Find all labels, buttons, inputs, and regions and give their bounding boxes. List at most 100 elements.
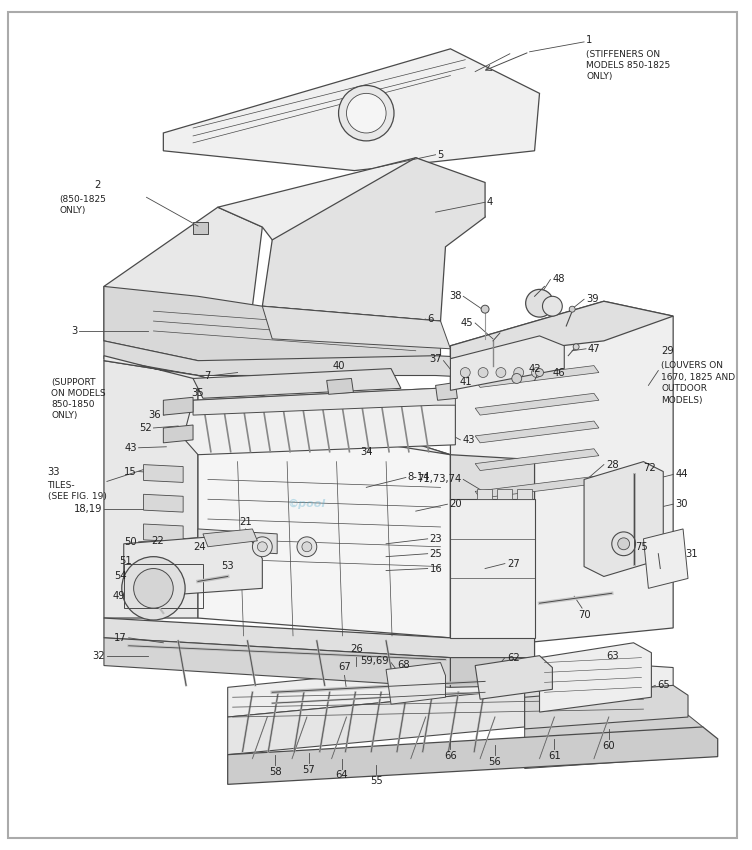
Polygon shape [144, 495, 183, 512]
Text: 26: 26 [350, 643, 362, 654]
Polygon shape [193, 388, 456, 415]
Polygon shape [104, 355, 450, 455]
Text: 36: 36 [149, 410, 162, 420]
Text: ONLY): ONLY) [59, 207, 86, 215]
Text: 43: 43 [124, 443, 137, 453]
Text: 43: 43 [462, 435, 475, 445]
Polygon shape [104, 638, 450, 688]
Bar [497, 490, 512, 499]
Circle shape [612, 532, 635, 556]
Polygon shape [386, 663, 445, 704]
Circle shape [122, 557, 185, 620]
Text: 47: 47 [588, 343, 601, 354]
Polygon shape [435, 382, 457, 400]
Text: 38: 38 [449, 292, 461, 301]
Text: 33: 33 [47, 467, 60, 477]
Polygon shape [450, 499, 535, 638]
Polygon shape [525, 689, 673, 735]
Polygon shape [193, 369, 401, 399]
Text: (SUPPORT: (SUPPORT [51, 378, 96, 388]
Polygon shape [539, 643, 651, 712]
Polygon shape [218, 158, 485, 240]
Text: ONLY): ONLY) [586, 71, 612, 81]
Circle shape [532, 367, 541, 377]
Text: 15: 15 [124, 467, 137, 477]
Text: 48: 48 [553, 275, 565, 285]
Text: 70: 70 [578, 610, 590, 620]
Text: 34: 34 [360, 447, 372, 456]
Circle shape [514, 367, 523, 377]
Text: 46: 46 [553, 367, 565, 377]
Polygon shape [475, 366, 599, 388]
Polygon shape [228, 727, 717, 785]
Polygon shape [144, 524, 183, 541]
Polygon shape [525, 685, 688, 729]
Text: 16: 16 [429, 564, 442, 574]
Circle shape [347, 94, 386, 133]
Polygon shape [475, 449, 599, 471]
Polygon shape [104, 207, 262, 351]
Circle shape [253, 537, 272, 557]
Circle shape [338, 86, 394, 141]
Text: 59,69: 59,69 [360, 655, 389, 666]
Text: MODELS): MODELS) [661, 396, 703, 405]
Circle shape [617, 538, 629, 550]
Text: 27: 27 [507, 558, 520, 569]
Text: (STIFFENERS ON: (STIFFENERS ON [586, 50, 660, 59]
Text: 61: 61 [548, 751, 561, 761]
Text: 49: 49 [112, 592, 125, 601]
Text: 45: 45 [460, 318, 473, 328]
Text: ©pool: ©pool [288, 499, 326, 509]
Text: 53: 53 [221, 560, 234, 570]
Text: 41: 41 [459, 377, 472, 388]
Text: 850-1850: 850-1850 [51, 400, 95, 409]
Polygon shape [228, 689, 525, 755]
Text: (SEE FIG. 19): (SEE FIG. 19) [47, 492, 106, 502]
Bar [478, 490, 492, 499]
Circle shape [297, 537, 317, 557]
Polygon shape [475, 477, 599, 498]
Text: 4: 4 [487, 197, 493, 207]
Text: 54: 54 [114, 571, 127, 581]
Text: 52: 52 [138, 423, 151, 433]
Text: (LOUVERS ON: (LOUVERS ON [661, 360, 723, 370]
Circle shape [526, 289, 553, 317]
Text: 17: 17 [114, 633, 127, 643]
Polygon shape [450, 455, 535, 638]
Text: 32: 32 [92, 650, 105, 660]
Polygon shape [475, 394, 599, 415]
Polygon shape [198, 529, 277, 553]
Polygon shape [104, 618, 535, 658]
Circle shape [302, 541, 312, 552]
Polygon shape [475, 421, 599, 443]
Circle shape [569, 306, 575, 312]
Bar [124, 564, 203, 608]
Circle shape [496, 367, 506, 377]
Polygon shape [104, 360, 198, 618]
Polygon shape [450, 658, 535, 688]
Text: 1670, 1825 AND: 1670, 1825 AND [661, 372, 735, 382]
Text: 28: 28 [606, 460, 618, 469]
Text: 3: 3 [71, 326, 77, 336]
Text: OUTDOOR: OUTDOOR [661, 384, 708, 394]
Text: 40: 40 [332, 360, 345, 371]
Text: 58: 58 [269, 767, 281, 777]
Polygon shape [183, 388, 456, 455]
Polygon shape [198, 376, 450, 638]
Polygon shape [144, 465, 183, 483]
Text: 51: 51 [119, 556, 132, 565]
Circle shape [478, 367, 488, 377]
Polygon shape [326, 378, 353, 394]
Polygon shape [163, 397, 193, 415]
Circle shape [512, 373, 522, 383]
Text: 50: 50 [124, 537, 137, 547]
Text: 31: 31 [685, 549, 698, 558]
Polygon shape [262, 158, 485, 321]
Bar [193, 222, 208, 234]
Text: 66: 66 [444, 751, 456, 761]
Polygon shape [104, 341, 535, 381]
Text: 24: 24 [193, 541, 206, 552]
Bar [517, 490, 532, 499]
Text: 6: 6 [428, 314, 434, 324]
Text: 39: 39 [586, 294, 599, 304]
